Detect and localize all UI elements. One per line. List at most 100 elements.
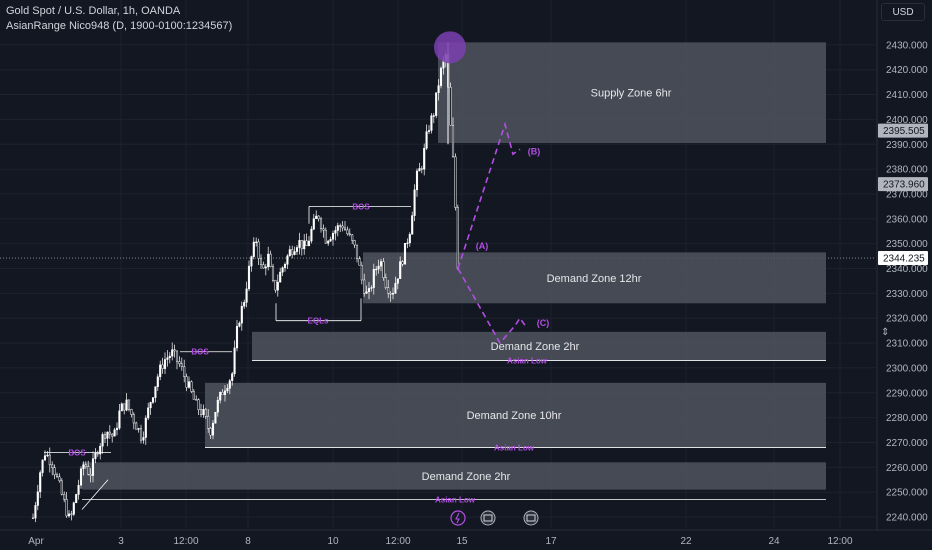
candle-body <box>120 403 123 412</box>
axis-settings-icon[interactable]: ⇕ <box>881 327 889 338</box>
candle-body <box>151 397 155 403</box>
candle-body <box>36 491 39 506</box>
candle-body <box>94 452 97 459</box>
indicator-label[interactable]: AsianRange Nico948 (D, 1900-0100:1234567… <box>6 20 233 32</box>
candle-body <box>413 189 416 216</box>
candle-body <box>291 249 294 255</box>
candle-body <box>389 292 392 295</box>
candle-body <box>192 391 195 400</box>
chart-tools[interactable]: ⇕ <box>450 327 889 526</box>
candle-body <box>411 215 414 235</box>
candle-body <box>259 258 263 265</box>
candle-body <box>142 437 145 441</box>
candle-body <box>295 247 299 252</box>
time-tick-label: 22 <box>680 536 692 547</box>
candle-body <box>353 240 356 246</box>
candle-body <box>269 253 272 267</box>
candle-body <box>226 388 229 392</box>
candle-body <box>243 302 246 307</box>
candle-body <box>310 228 313 242</box>
icon-glyph <box>526 514 536 522</box>
candle-body <box>231 373 234 381</box>
price-tick-label: 2240.000 <box>886 513 928 524</box>
price-tick-label: 2330.000 <box>886 289 928 300</box>
price-tick-label: 2350.000 <box>886 239 928 250</box>
candle-body <box>130 409 133 415</box>
candle-body <box>435 92 438 116</box>
candle-body <box>39 472 42 493</box>
candle-body <box>214 411 217 424</box>
candle-body <box>187 381 191 388</box>
time-tick-label: 3 <box>118 536 124 547</box>
news-icon[interactable] <box>480 510 496 526</box>
lightning-icon[interactable] <box>450 510 466 526</box>
candle-body <box>99 445 102 455</box>
structure-label: BOS <box>68 448 86 457</box>
time-tick-label: 17 <box>545 536 557 547</box>
candle-body <box>202 409 205 415</box>
structure-label: BOS <box>352 202 370 211</box>
candle-body <box>456 207 459 269</box>
candle-body <box>437 85 440 93</box>
projection-path: (A) (B) (C) <box>457 121 549 345</box>
price-tick-label: 2430.000 <box>886 40 928 51</box>
candle-body <box>135 422 138 430</box>
candle-body <box>341 225 344 229</box>
candle-body <box>173 349 176 352</box>
time-tick-label: 8 <box>245 536 251 547</box>
price-axis[interactable]: 2240.000 2250.000 2260.000 2270.000 2280.000… <box>876 0 928 530</box>
candle-body <box>401 261 404 265</box>
price-tick-label: 2410.000 <box>886 90 928 101</box>
candle-body <box>84 464 87 467</box>
candle-body <box>156 376 159 387</box>
icon-glyph <box>483 514 493 522</box>
price-tick-label: 2420.000 <box>886 65 928 76</box>
candle-body <box>180 363 183 368</box>
candle-body <box>276 281 279 291</box>
candle-body <box>46 454 49 457</box>
candle-body <box>245 288 248 303</box>
time-axis[interactable]: Apr 3 12:00 8 10 12:00 15 17 22 24 12:00 <box>0 529 932 547</box>
candle-body <box>363 279 366 294</box>
time-tick-label: Apr <box>28 536 44 547</box>
wave-label: (A) <box>476 241 489 251</box>
candle-body <box>379 261 383 267</box>
currency-button[interactable]: USD <box>881 3 925 21</box>
price-tick-label: 2280.000 <box>886 413 928 424</box>
candle-body <box>408 234 411 244</box>
candle-body <box>163 359 167 369</box>
candle-body <box>336 225 339 231</box>
time-tick-label: 24 <box>768 536 780 547</box>
candle-body <box>391 293 395 295</box>
candle-body <box>63 493 66 500</box>
candle-body <box>161 364 164 369</box>
candle-body <box>281 267 284 273</box>
time-tick-label: 12:00 <box>827 536 852 547</box>
candle-body <box>327 240 330 244</box>
structure-label: Asian Low <box>494 443 535 452</box>
calendar-icon[interactable] <box>523 510 539 526</box>
candle-body <box>132 414 135 424</box>
projection-line-c <box>457 268 528 345</box>
candle-body <box>125 399 128 411</box>
projection-line-a-b <box>457 121 521 269</box>
candle-body <box>262 264 265 269</box>
wave-label: (B) <box>528 147 541 157</box>
candle-body <box>178 361 181 365</box>
candle-body <box>348 233 351 236</box>
candle-body <box>48 454 51 466</box>
candle-body <box>399 261 402 279</box>
candle-body <box>298 240 301 248</box>
candle-body <box>199 409 203 415</box>
candle-body <box>127 399 131 410</box>
candle-body <box>233 347 236 374</box>
zone-label: Demand Zone 2hr <box>491 341 580 353</box>
candle-body <box>204 409 207 417</box>
candle-body <box>67 513 71 517</box>
high-marker <box>434 31 466 64</box>
candle-body <box>72 502 75 515</box>
candle-body <box>207 415 210 429</box>
candle-body <box>264 266 267 269</box>
candle-body <box>288 249 291 257</box>
